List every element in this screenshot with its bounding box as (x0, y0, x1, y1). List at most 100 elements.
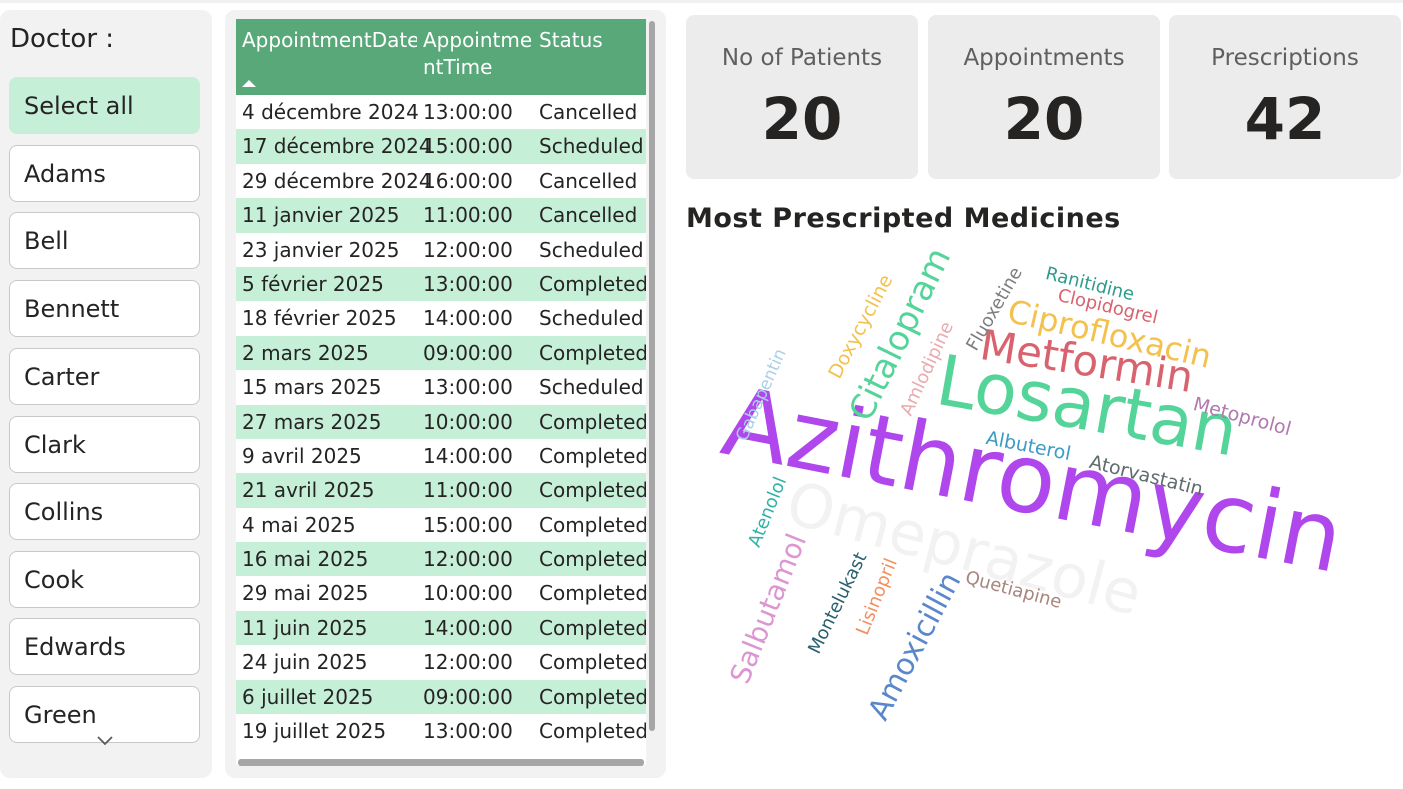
kpi-value: 20 (1003, 85, 1085, 153)
cell-appointment-time: 15:00:00 (423, 134, 513, 159)
cell-appointment-date: 6 juillet 2025 (242, 684, 374, 709)
table-row[interactable]: 4 mai 2025 15:00:00 Completed (236, 508, 646, 542)
cell-appointment-time: 15:00:00 (423, 512, 513, 537)
table-row[interactable]: 19 juillet 2025 13:00:00 Completed (236, 714, 646, 748)
cell-appointment-date: 19 juillet 2025 (242, 719, 387, 744)
cell-status: Scheduled (539, 375, 644, 400)
cell-status: Completed (539, 684, 646, 709)
slicer-item-green[interactable]: Green (9, 686, 200, 743)
table-body: 4 décembre 2024 13:00:00 Cancelled 17 décem… (236, 95, 646, 748)
cell-appointment-date: 15 mars 2025 (242, 375, 382, 400)
cell-appointment-time: 13:00:00 (423, 719, 513, 744)
cell-status: Completed (539, 443, 646, 468)
cell-appointment-date: 29 mai 2025 (242, 581, 369, 606)
cell-appointment-time: 10:00:00 (423, 581, 513, 606)
cell-appointment-date: 21 avril 2025 (242, 478, 375, 503)
kpi-value: 20 (761, 85, 843, 153)
cell-appointment-date: 27 mars 2025 (242, 409, 382, 434)
cell-status: Completed (539, 650, 646, 675)
table-row[interactable]: 23 janvier 2025 12:00:00 Scheduled (236, 233, 646, 267)
slicer-item-bennett[interactable]: Bennett (9, 280, 200, 337)
cell-status: Cancelled (539, 203, 638, 228)
cell-appointment-date: 24 juin 2025 (242, 650, 368, 675)
cell-appointment-date: 11 juin 2025 (242, 615, 368, 640)
vertical-scrollbar[interactable] (649, 21, 655, 731)
cell-status: Scheduled (539, 306, 644, 331)
cell-appointment-time: 10:00:00 (423, 409, 513, 434)
cell-status: Scheduled (539, 134, 644, 159)
cell-appointment-time: 13:00:00 (423, 100, 513, 124)
kpi-label: Appointments (963, 45, 1125, 71)
table-row[interactable]: 17 décembre 2024 15:00:00 Scheduled (236, 129, 646, 164)
slicer-item-clark[interactable]: Clark (9, 416, 200, 473)
table-row[interactable]: 27 mars 2025 10:00:00 Completed (236, 404, 646, 439)
word-salbutamol: Salbutamol (723, 528, 814, 689)
cell-appointment-time: 13:00:00 (423, 271, 513, 296)
table-row[interactable]: 29 décembre 2024 16:00:00 Cancelled (236, 164, 646, 198)
table-row[interactable]: 2 mars 2025 09:00:00 Completed (236, 335, 646, 371)
kpi-card-patients: No of Patients 20 (686, 15, 918, 179)
cell-appointment-time: 14:00:00 (423, 615, 513, 640)
table-header: AppointmentDate AppointmentTime Status (236, 19, 646, 95)
table-row[interactable]: 18 février 2025 14:00:00 Scheduled (236, 301, 646, 335)
horizontal-scrollbar[interactable] (238, 759, 644, 766)
cell-appointment-date: 5 février 2025 (242, 271, 384, 296)
cell-appointment-date: 18 février 2025 (242, 306, 397, 331)
slicer-item-carter[interactable]: Carter (9, 348, 200, 405)
cell-appointment-time: 09:00:00 (423, 684, 513, 709)
cell-status: Scheduled (539, 237, 644, 262)
cell-appointment-time: 14:00:00 (423, 443, 513, 468)
column-header-appointment-time[interactable]: AppointmentTime (423, 28, 533, 79)
cell-status: Completed (539, 340, 646, 365)
column-header-status[interactable]: Status (539, 28, 603, 52)
cell-status: Completed (539, 409, 646, 434)
table-row[interactable]: 16 mai 2025 12:00:00 Completed (236, 542, 646, 577)
table-row[interactable]: 15 mars 2025 13:00:00 Scheduled (236, 370, 646, 404)
cell-appointment-time: 11:00:00 (423, 478, 513, 503)
table-row[interactable]: 5 février 2025 13:00:00 Completed (236, 266, 646, 302)
kpi-label: No of Patients (721, 45, 883, 71)
table-row[interactable]: 4 décembre 2024 13:00:00 Cancelled (236, 95, 646, 129)
table-row[interactable]: 6 juillet 2025 09:00:00 Completed (236, 679, 646, 715)
table-row[interactable]: 11 juin 2025 14:00:00 Completed (236, 610, 646, 646)
cell-status: Completed (539, 615, 646, 640)
top-border (0, 0, 1403, 3)
cell-appointment-time: 12:00:00 (423, 547, 513, 572)
cell-appointment-date: 23 janvier 2025 (242, 237, 400, 262)
cell-appointment-date: 4 décembre 2024 (242, 100, 419, 124)
word-montelukast: Montelukast (804, 549, 872, 658)
appointments-table: AppointmentDate AppointmentTime Status 4… (236, 19, 646, 765)
cell-appointment-date: 16 mai 2025 (242, 547, 369, 572)
kpi-label: Prescriptions (1211, 45, 1359, 71)
kpi-card-prescriptions: Prescriptions 42 (1169, 15, 1401, 179)
sort-ascending-icon (242, 80, 256, 87)
cell-status: Completed (539, 719, 646, 744)
cell-status: Completed (539, 478, 646, 503)
cell-appointment-date: 4 mai 2025 (242, 512, 356, 537)
cell-status: Cancelled (539, 168, 638, 193)
cell-appointment-time: 14:00:00 (423, 306, 513, 331)
column-header-appointment-date[interactable]: AppointmentDate (242, 28, 417, 52)
cell-status: Completed (539, 512, 646, 537)
table-row[interactable]: 29 mai 2025 10:00:00 Completed (236, 576, 646, 610)
cell-status: Completed (539, 581, 646, 606)
wordcloud-title: Most Prescripted Medicines (686, 203, 1121, 234)
cell-appointment-time: 12:00:00 (423, 237, 513, 262)
slicer-title: Doctor : (10, 24, 115, 54)
cell-appointment-date: 29 décembre 2024 (242, 168, 432, 193)
cell-appointment-time: 11:00:00 (423, 203, 513, 228)
table-row[interactable]: 9 avril 2025 14:00:00 Completed (236, 439, 646, 473)
kpi-value: 42 (1244, 85, 1326, 153)
slicer-item-collins[interactable]: Collins (9, 483, 200, 540)
chevron-down-icon[interactable] (96, 735, 114, 747)
table-row[interactable]: 21 avril 2025 11:00:00 Completed (236, 473, 646, 508)
slicer-item-cook[interactable]: Cook (9, 551, 200, 608)
cell-appointment-time: 13:00:00 (423, 375, 513, 400)
slicer-item-bell[interactable]: Bell (9, 212, 200, 269)
table-row[interactable]: 11 janvier 2025 11:00:00 Cancelled (236, 198, 646, 233)
medicines-wordcloud: Azithromycin Losartan Omeprazole Metform… (686, 241, 1386, 745)
slicer-item-adams[interactable]: Adams (9, 145, 200, 202)
slicer-item-select-all[interactable]: Select all (9, 77, 200, 134)
table-row[interactable]: 24 juin 2025 12:00:00 Completed (236, 645, 646, 679)
slicer-item-edwards[interactable]: Edwards (9, 618, 200, 675)
